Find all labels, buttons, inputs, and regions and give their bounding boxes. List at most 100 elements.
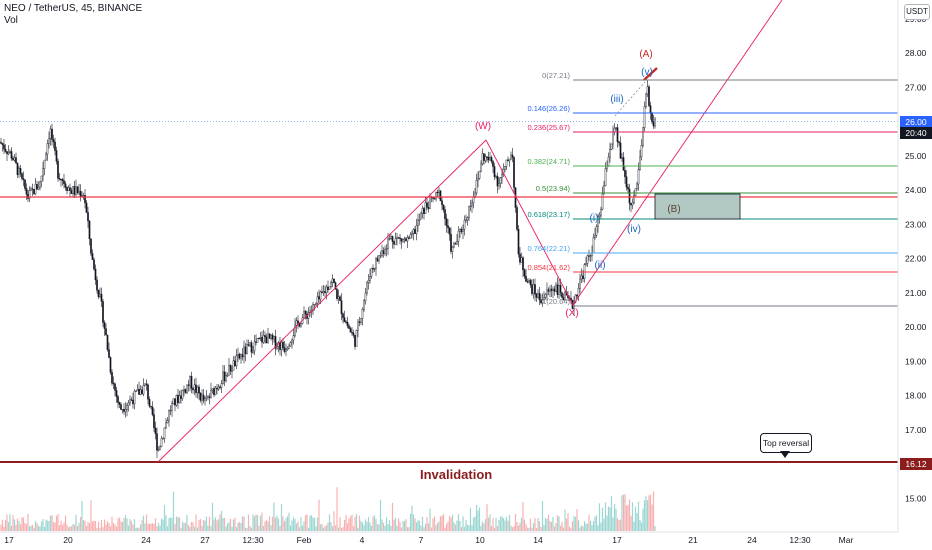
volume-bar bbox=[339, 517, 341, 531]
candle-body bbox=[31, 188, 34, 190]
volume-bar bbox=[264, 521, 266, 531]
volume-bar bbox=[652, 491, 655, 531]
candle-body bbox=[219, 386, 221, 388]
volume-bar bbox=[519, 522, 521, 531]
candle-body bbox=[439, 190, 442, 201]
candle-body bbox=[492, 161, 494, 167]
currency-badge[interactable]: USDT bbox=[904, 4, 930, 20]
volume-bar bbox=[357, 527, 359, 531]
candle-body bbox=[271, 334, 274, 340]
volume-bar bbox=[124, 514, 127, 531]
volume-bar bbox=[465, 519, 467, 531]
volume-bar bbox=[648, 495, 650, 531]
volume-bar bbox=[543, 524, 545, 531]
volume-bar bbox=[484, 519, 487, 531]
volume-bar bbox=[643, 500, 646, 531]
volume-bar bbox=[99, 527, 101, 531]
volume-bar bbox=[334, 525, 337, 531]
candle-body bbox=[621, 157, 623, 159]
volume-bar bbox=[570, 527, 572, 531]
candle-body bbox=[396, 237, 398, 239]
volume-bar bbox=[396, 525, 398, 531]
volume-bar bbox=[166, 526, 169, 531]
volume-bar bbox=[109, 526, 112, 531]
volume-bar bbox=[486, 504, 488, 531]
candle-body bbox=[130, 399, 133, 401]
volume-bar bbox=[46, 520, 49, 531]
candle-body bbox=[582, 275, 584, 279]
candle-body bbox=[409, 234, 412, 239]
candle-body bbox=[28, 190, 31, 199]
candle-body bbox=[102, 301, 104, 323]
candle-body bbox=[127, 402, 130, 406]
candle-body bbox=[45, 153, 47, 161]
volume-bar bbox=[139, 524, 142, 531]
volume-bar bbox=[147, 523, 149, 531]
candle-body bbox=[61, 179, 64, 181]
volume-bar bbox=[417, 520, 419, 531]
volume-bar bbox=[612, 517, 614, 531]
candle-body bbox=[139, 389, 142, 395]
candle-body bbox=[537, 293, 539, 298]
candle-body bbox=[469, 205, 472, 207]
volume-bar bbox=[249, 525, 251, 531]
candle-body bbox=[498, 183, 500, 187]
top-reversal-callout[interactable]: Top reversal bbox=[760, 433, 812, 453]
volume-bar bbox=[49, 515, 52, 531]
candle-body bbox=[79, 190, 82, 197]
candle-body bbox=[652, 121, 655, 127]
volume-bar bbox=[546, 518, 548, 531]
candle-body bbox=[15, 157, 17, 164]
wave-b-target-box bbox=[654, 193, 741, 220]
symbol-title[interactable]: NEO / TetherUS, 45, BINANCE bbox=[4, 3, 143, 14]
candle-body bbox=[211, 388, 214, 391]
volume-legend[interactable]: Vol bbox=[4, 15, 18, 26]
volume-bar bbox=[477, 510, 479, 531]
candle-body bbox=[615, 127, 617, 129]
volume-bar bbox=[0, 524, 2, 531]
volume-bar bbox=[495, 518, 497, 531]
candle-body bbox=[10, 151, 13, 159]
volume-bar bbox=[271, 516, 274, 531]
volume-bar bbox=[507, 520, 509, 531]
volume-bar bbox=[63, 522, 65, 531]
candle-body bbox=[169, 410, 172, 412]
candle-body bbox=[265, 336, 268, 344]
volume-bar bbox=[336, 487, 338, 531]
candle-body bbox=[585, 263, 587, 265]
volume-bar bbox=[510, 525, 512, 531]
candle-body bbox=[285, 349, 287, 352]
candle-body bbox=[163, 427, 166, 439]
callout-pointer bbox=[780, 451, 790, 458]
volume-bar bbox=[189, 527, 191, 531]
volume-bar bbox=[181, 521, 184, 531]
volume-bar bbox=[499, 516, 502, 531]
volume-bar bbox=[532, 523, 535, 531]
volume-bar bbox=[88, 523, 91, 531]
candle-body bbox=[108, 349, 110, 358]
volume-bar bbox=[198, 520, 200, 531]
candle-body bbox=[214, 387, 217, 396]
volume-bar bbox=[447, 521, 449, 531]
volume-bar bbox=[478, 507, 481, 531]
volume-bar bbox=[444, 527, 446, 531]
volume-bar bbox=[207, 525, 209, 531]
candle-body bbox=[70, 190, 73, 194]
volume-bar bbox=[588, 514, 590, 531]
time-tick-label: Mar bbox=[839, 535, 854, 545]
volume-bar bbox=[258, 525, 260, 531]
volume-bar bbox=[15, 524, 17, 531]
candle-body bbox=[481, 153, 484, 165]
candle-body bbox=[643, 106, 646, 129]
time-tick-label: 10 bbox=[475, 535, 485, 545]
volume-bar bbox=[367, 516, 370, 531]
volume-bar bbox=[337, 527, 340, 531]
candle-body bbox=[363, 300, 365, 310]
volume-bar bbox=[369, 522, 371, 531]
volume-bar bbox=[195, 514, 197, 531]
volume-bar bbox=[549, 521, 551, 531]
volume-bar bbox=[541, 501, 544, 531]
volume-bar bbox=[436, 522, 439, 531]
volume-bar bbox=[615, 508, 617, 531]
